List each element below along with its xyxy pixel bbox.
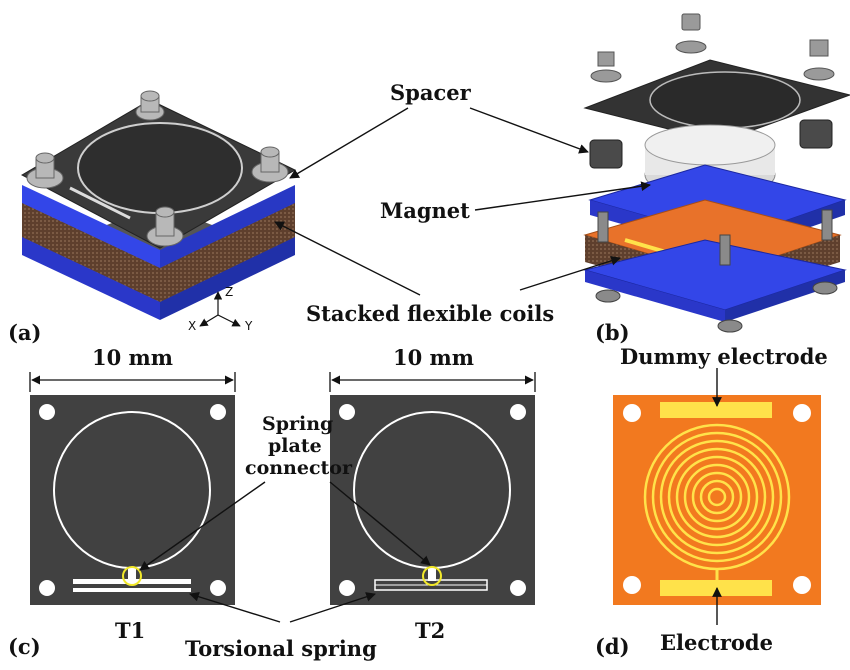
torsional-spring-label: Torsional spring (185, 636, 377, 661)
axis-triad (199, 291, 241, 327)
callout-arrows (139, 107, 722, 625)
panel-d-label: (d) (595, 634, 630, 659)
panel-a-label: (a) (8, 320, 42, 345)
dimension-left-label: 10 mm (92, 345, 173, 370)
dimension-lines (29, 372, 536, 392)
panel-c-label: (c) (8, 634, 41, 659)
spring-plate-t2 (330, 395, 535, 605)
spacer-label: Spacer (390, 80, 471, 105)
connector-label-line1: Spring (262, 413, 334, 435)
t1-label: T1 (115, 618, 146, 643)
axis-z-label: Z (225, 285, 234, 299)
connector-label-line3: connector (245, 457, 352, 479)
dummy-electrode-label: Dummy electrode (620, 344, 828, 369)
axis-y-label: Y (245, 319, 253, 333)
connector-label-line2: plate (268, 435, 322, 457)
dimension-right-label: 10 mm (393, 345, 474, 370)
assembled-device (20, 90, 297, 320)
axis-x-label: X (188, 319, 197, 333)
electrode-label: Electrode (660, 630, 773, 655)
spring-plate-t1 (30, 395, 235, 605)
magnet-label: Magnet (380, 198, 470, 223)
t2-label: T2 (415, 618, 446, 643)
exploded-device (583, 13, 850, 333)
coil-pcb (613, 395, 821, 605)
stacked-coils-label: Stacked flexible coils (306, 301, 555, 326)
panel-b-label: (b) (595, 320, 630, 345)
